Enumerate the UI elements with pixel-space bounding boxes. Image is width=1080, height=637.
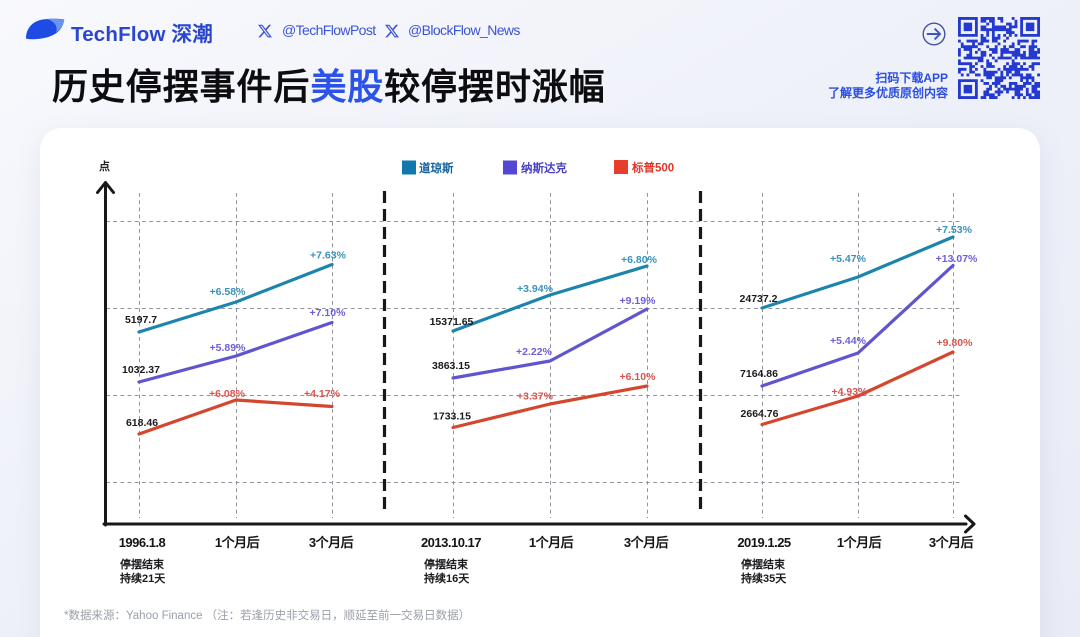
svg-text:+3.37%: +3.37% bbox=[517, 391, 554, 403]
svg-text:持续16天: 持续16天 bbox=[424, 571, 470, 585]
svg-text:2013.10.17: 2013.10.17 bbox=[421, 535, 481, 550]
svg-text:3个月后: 3个月后 bbox=[929, 535, 974, 550]
svg-text:1个月后: 1个月后 bbox=[215, 535, 260, 550]
svg-text:+6.58%: +6.58% bbox=[210, 286, 247, 298]
svg-text:持续35天: 持续35天 bbox=[741, 571, 787, 585]
svg-text:*数据来源：Yahoo Finance （注：若逢历史非交易: *数据来源：Yahoo Finance （注：若逢历史非交易日，顺延至前一交易日… bbox=[64, 608, 470, 622]
svg-text:道琼斯: 道琼斯 bbox=[419, 161, 454, 175]
svg-text:3个月后: 3个月后 bbox=[309, 535, 354, 550]
svg-text:+9.19%: +9.19% bbox=[620, 295, 657, 307]
svg-text:2664.76: 2664.76 bbox=[741, 408, 779, 420]
svg-text:+2.22%: +2.22% bbox=[516, 346, 553, 358]
svg-text:24737.2: 24737.2 bbox=[740, 293, 778, 305]
svg-text:+5.89%: +5.89% bbox=[210, 342, 247, 354]
svg-text:+6.80%: +6.80% bbox=[621, 254, 658, 266]
svg-text:停摆结束: 停摆结束 bbox=[741, 557, 786, 571]
svg-text:标普500: 标普500 bbox=[631, 161, 674, 175]
svg-text:1个月后: 1个月后 bbox=[837, 535, 882, 550]
svg-text:+5.47%: +5.47% bbox=[830, 253, 867, 265]
svg-text:618.46: 618.46 bbox=[126, 417, 158, 429]
svg-text:+4.17%: +4.17% bbox=[304, 388, 341, 400]
svg-text:+7.53%: +7.53% bbox=[936, 224, 973, 236]
svg-text:+6.10%: +6.10% bbox=[620, 371, 657, 383]
svg-text:2019.1.25: 2019.1.25 bbox=[737, 535, 791, 550]
svg-text:+13.07%: +13.07% bbox=[936, 253, 978, 265]
svg-text:+7.63%: +7.63% bbox=[310, 250, 347, 262]
svg-text:持续21天: 持续21天 bbox=[120, 571, 166, 585]
svg-text:+4.93%: +4.93% bbox=[832, 386, 869, 398]
svg-text:1032.37: 1032.37 bbox=[122, 364, 160, 376]
svg-text:5197.7: 5197.7 bbox=[125, 314, 157, 326]
svg-text:纳斯达克: 纳斯达克 bbox=[521, 161, 567, 175]
svg-text:15371.65: 15371.65 bbox=[430, 316, 474, 328]
svg-text:+6.08%: +6.08% bbox=[209, 388, 246, 400]
svg-text:+3.94%: +3.94% bbox=[517, 283, 554, 295]
svg-text:+9.80%: +9.80% bbox=[937, 337, 974, 349]
svg-text:+7.10%: +7.10% bbox=[310, 307, 347, 319]
svg-text:1733.15: 1733.15 bbox=[433, 411, 471, 423]
svg-text:3个月后: 3个月后 bbox=[624, 535, 669, 550]
svg-text:+5.44%: +5.44% bbox=[830, 335, 867, 347]
svg-text:停摆结束: 停摆结束 bbox=[424, 557, 469, 571]
svg-text:点: 点 bbox=[99, 159, 110, 173]
svg-text:停摆结束: 停摆结束 bbox=[120, 557, 165, 571]
svg-text:1996.1.8: 1996.1.8 bbox=[119, 535, 166, 550]
svg-text:1个月后: 1个月后 bbox=[529, 535, 574, 550]
svg-text:3863.15: 3863.15 bbox=[432, 360, 470, 372]
svg-text:7164.86: 7164.86 bbox=[740, 368, 778, 380]
